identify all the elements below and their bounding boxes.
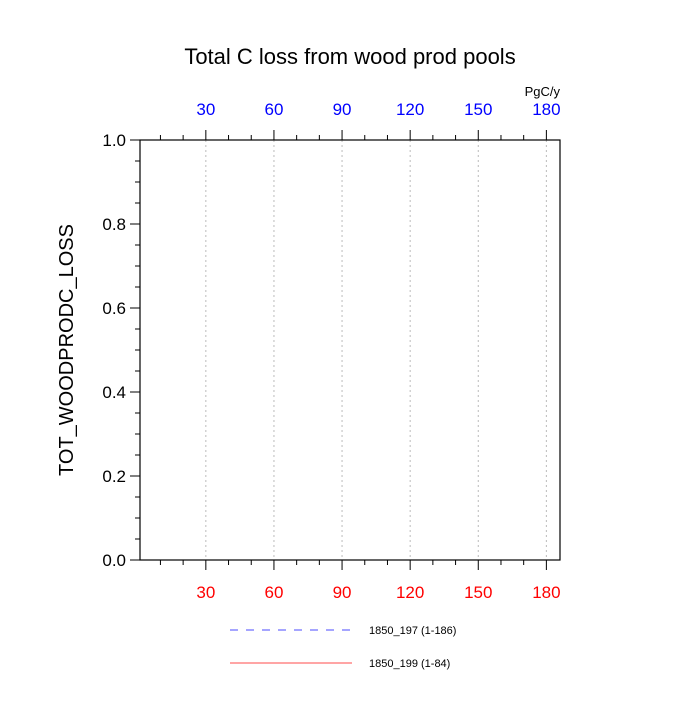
x-top-tick-label: 120	[396, 100, 424, 119]
y-tick-label: 0.8	[102, 215, 126, 234]
plot-frame	[139, 139, 561, 561]
y-tick-label: 1.0	[102, 131, 126, 150]
x-bottom-tick-label: 90	[333, 583, 352, 602]
y-tick-label: 0.2	[102, 467, 126, 486]
x-top-tick-label: 60	[264, 100, 283, 119]
legend: 1850_197 (1-186) 1850_199 (1-84)	[230, 625, 456, 670]
x-bottom-tick-label: 180	[532, 583, 560, 602]
y-tick-label: 0.0	[102, 551, 126, 570]
x-bottom-tick-label: 150	[464, 583, 492, 602]
x-top-tick-label: 30	[196, 100, 215, 119]
x-top-tick-label: 180	[532, 100, 560, 119]
x-bottom-tick-label: 60	[264, 583, 283, 602]
y-axis-label: TOT_WOODPRODC_LOSS	[56, 224, 78, 476]
y-tick-label: 0.4	[102, 383, 126, 402]
chart-title: Total C loss from wood prod pools	[184, 44, 515, 69]
x-top-tick-label: 150	[464, 100, 492, 119]
legend-label: 1850_197 (1-186)	[369, 625, 456, 637]
x-bottom-tick-label: 120	[396, 583, 424, 602]
units-label: PgC/y	[525, 84, 561, 99]
axes-layer: 0.0 0.2 0.4 0.6 0.8 1.0 30 60 90 120 150 180 30 60 90 1…	[102, 100, 561, 602]
grid-layer	[205, 140, 547, 560]
legend-label: 1850_199 (1-84)	[369, 658, 450, 670]
y-tick-label: 0.6	[102, 299, 126, 318]
x-top-tick-label: 90	[333, 100, 352, 119]
x-bottom-tick-label: 30	[196, 583, 215, 602]
